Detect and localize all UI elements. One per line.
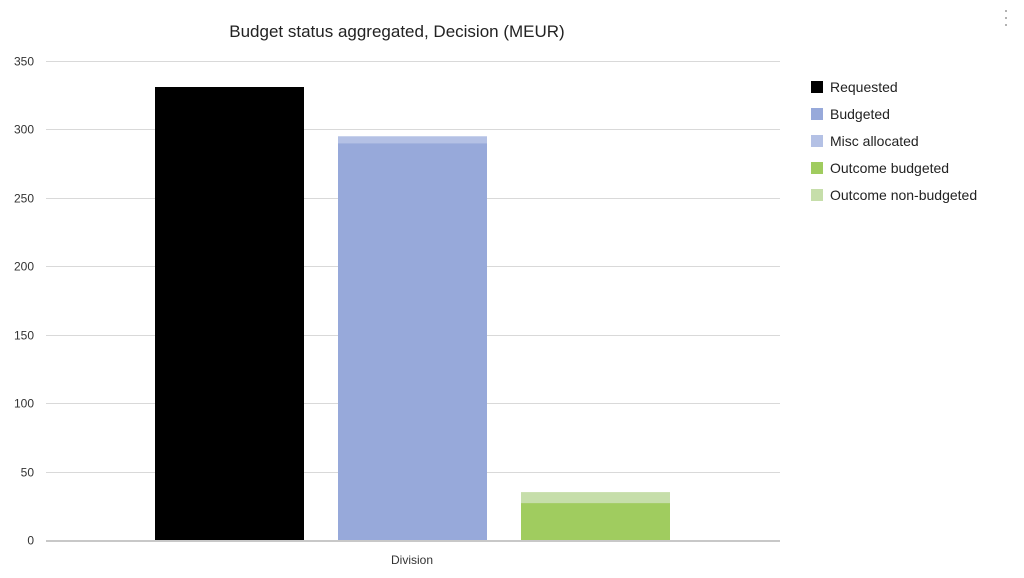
bar-outcome-budgeted[interactable]	[521, 503, 670, 540]
legend-item[interactable]: Outcome budgeted	[811, 160, 949, 176]
menu-dot	[1005, 10, 1007, 12]
chart-title: Budget status aggregated, Decision (MEUR…	[229, 22, 564, 41]
legend-swatch	[811, 162, 823, 174]
y-tick-label: 300	[14, 123, 34, 137]
legend-label: Outcome non-budgeted	[830, 187, 977, 203]
y-tick-label: 200	[14, 260, 34, 274]
legend-label: Misc allocated	[830, 133, 919, 149]
legend-swatch	[811, 135, 823, 147]
legend-item[interactable]: Outcome non-budgeted	[811, 187, 977, 203]
legend-swatch	[811, 81, 823, 93]
legend: Requested Budgeted Misc allocated Outcome b…	[811, 79, 977, 203]
y-tick-label: 100	[14, 397, 34, 411]
bar-misc-allocated[interactable]	[338, 136, 487, 144]
axes: 0 50 100 150 200 250 300 350 Division	[14, 55, 780, 567]
legend-swatch	[811, 108, 823, 120]
y-tick-label: 250	[14, 192, 34, 206]
legend-swatch	[811, 189, 823, 201]
menu-dot	[1005, 24, 1007, 26]
y-tick-label: 150	[14, 329, 34, 343]
y-tick-label: 0	[27, 534, 34, 548]
bar-budgeted[interactable]	[338, 143, 487, 540]
bars	[155, 87, 670, 540]
legend-item[interactable]: Misc allocated	[811, 133, 919, 149]
x-tick-label: Division	[391, 553, 433, 567]
menu-dot	[1005, 17, 1007, 19]
bar-requested[interactable]	[155, 87, 304, 540]
y-tick-label: 50	[21, 466, 35, 480]
legend-item[interactable]: Requested	[811, 79, 898, 95]
bar-outcome-non-budgeted[interactable]	[521, 492, 670, 504]
more-vertical-icon[interactable]	[1002, 10, 1010, 26]
legend-label: Requested	[830, 79, 898, 95]
legend-item[interactable]: Budgeted	[811, 106, 890, 122]
legend-label: Outcome budgeted	[830, 160, 949, 176]
legend-label: Budgeted	[830, 106, 890, 122]
y-tick-label: 350	[14, 55, 34, 69]
